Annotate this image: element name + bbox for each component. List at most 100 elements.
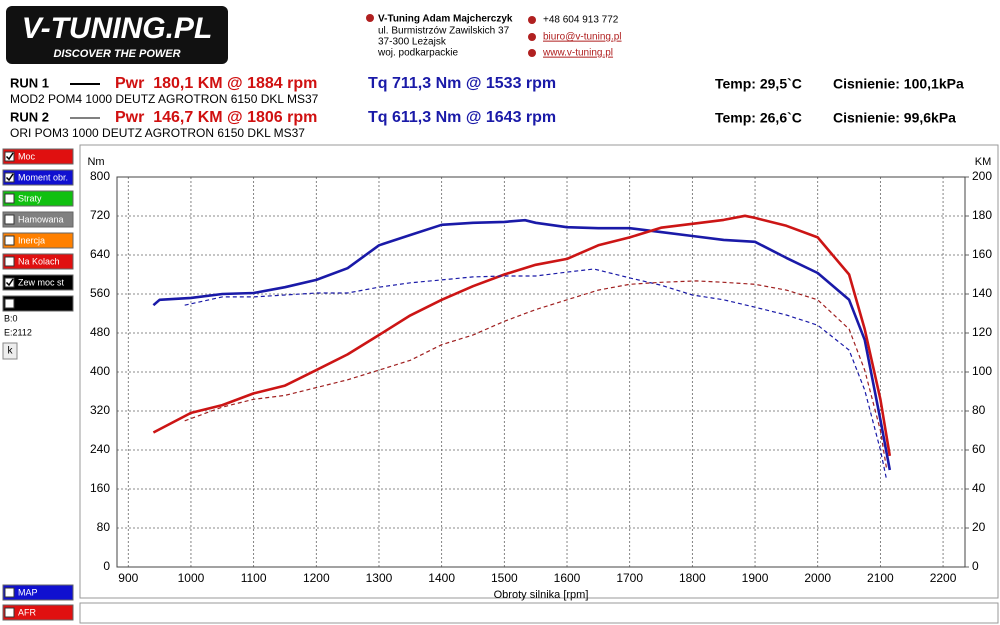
run-power: Pwr 146,7 KM @ 1806 rpm (115, 109, 317, 126)
y-tick-label: 560 (90, 286, 110, 300)
sidebar-item[interactable] (2, 232, 74, 249)
logo: V-TUNING.PL (22, 12, 213, 45)
sidebar-label: Inercja (18, 235, 45, 245)
checkbox[interactable] (4, 214, 15, 225)
sidebar-item[interactable] (2, 148, 74, 165)
run-pressure: Cisnienie: 99,6kPa (833, 110, 956, 126)
y-tick-label: 160 (90, 481, 110, 495)
checkbox[interactable] (4, 277, 15, 288)
y2-tick-label: 80 (972, 403, 986, 417)
sidebar-label: Na Kolach (18, 256, 60, 266)
sidebar-label: Zew moc st (18, 277, 65, 287)
checkbox[interactable] (4, 172, 15, 183)
y-tick-label: 800 (90, 169, 110, 183)
x-tick-label: 1100 (241, 571, 267, 585)
x-tick-label: 2200 (930, 571, 957, 585)
begin-label: B:0 (4, 313, 18, 323)
x-tick-label: 1500 (491, 571, 518, 585)
button-label[interactable]: k (8, 346, 14, 357)
run-power: Pwr 180,1 KM @ 1884 rpm (115, 75, 317, 92)
x-tick-label: 2000 (804, 571, 831, 585)
y2-tick-label: 40 (972, 481, 986, 495)
web-icon (528, 49, 536, 57)
x-tick-label: 2100 (867, 571, 894, 585)
end-label: E:2112 (4, 327, 32, 337)
company: V-Tuning Adam Majcherczyk (378, 14, 513, 25)
x-tick-label: 1200 (303, 571, 330, 585)
checkbox[interactable] (4, 193, 15, 204)
data-line (184, 280, 888, 470)
checkbox[interactable] (4, 587, 15, 598)
slogan: DISCOVER THE POWER (53, 48, 180, 60)
y2-tick-label: 20 (972, 520, 986, 534)
sidebar-label: Hamowana (18, 214, 64, 224)
y-tick-label: 240 (90, 442, 110, 456)
phone: +48 604 913 772 (543, 15, 619, 26)
x-tick-label: 1300 (366, 571, 393, 585)
y-axis-label: Nm (87, 156, 104, 168)
run-description: MOD2 POM4 1000 DEUTZ AGROTRON 6150 DKL M… (10, 92, 319, 106)
sidebar-label: MAP (18, 587, 38, 597)
run-torque: Tq 611,3 Nm @ 1643 rpm (368, 109, 556, 126)
y-tick-label: 80 (97, 520, 111, 534)
sidebar-label: Moment obr. (18, 172, 68, 182)
x-tick-label: 1700 (616, 571, 643, 585)
sidebar-item[interactable] (2, 604, 74, 621)
checkbox[interactable] (4, 151, 15, 162)
address: ul. Burmistrzów Zawilskich 37 (378, 26, 510, 37)
y2-tick-label: 140 (972, 286, 992, 300)
x-tick-label: 1600 (554, 571, 581, 585)
x-tick-label: 1900 (742, 571, 769, 585)
checkbox[interactable] (4, 235, 15, 246)
sidebar-item[interactable] (2, 211, 74, 228)
y2-tick-label: 0 (972, 559, 979, 573)
pin-icon (366, 14, 374, 22)
run-torque: Tq 711,3 Nm @ 1533 rpm (368, 75, 556, 92)
logo-box (6, 6, 228, 64)
checkbox[interactable] (4, 256, 15, 267)
sidebar-label: Moc (18, 151, 36, 161)
y-tick-label: 320 (90, 403, 110, 417)
data-line (152, 214, 892, 457)
x-axis-label: Obroty silnika [rpm] (494, 589, 589, 601)
sidebar-item[interactable] (2, 274, 74, 291)
sidebar-item[interactable] (2, 190, 74, 207)
x-tick-label: 900 (118, 571, 138, 585)
sidebar-item[interactable] (2, 253, 74, 270)
run-description: ORI POM3 1000 DEUTZ AGROTRON 6150 DKL MS… (10, 126, 305, 140)
y-tick-label: 720 (90, 208, 110, 222)
address: woj. podkarpackie (377, 48, 458, 59)
sidebar-item[interactable] (2, 584, 74, 601)
sidebar-item[interactable] (2, 169, 74, 186)
button[interactable] (2, 342, 18, 360)
y2-tick-label: 60 (972, 442, 986, 456)
y-tick-label: 480 (90, 325, 110, 339)
run-label: RUN 2 (10, 109, 49, 124)
address: 37-300 Leżajsk (378, 37, 447, 48)
y2-tick-label: 160 (972, 247, 992, 261)
run-temp: Temp: 29,5`C (715, 76, 802, 92)
run-pressure: Cisnienie: 100,1kPa (833, 76, 964, 92)
sidebar-label: Straty (18, 193, 42, 203)
run-label: RUN 1 (10, 75, 49, 90)
checkmark (5, 152, 14, 161)
checkbox[interactable] (4, 298, 15, 309)
y2-tick-label: 180 (972, 208, 992, 222)
x-tick-label: 1400 (428, 571, 455, 585)
plot-border (116, 176, 966, 568)
checkmark (5, 278, 14, 287)
x-tick-label: 1800 (679, 571, 706, 585)
email[interactable]: biuro@v-tuning.pl (543, 32, 622, 43)
mail-icon (528, 33, 536, 41)
y2-axis-label: KM (975, 156, 992, 168)
y2-tick-label: 120 (972, 325, 992, 339)
checkbox[interactable] (4, 607, 15, 618)
data-line (152, 218, 892, 471)
web[interactable]: www.v-tuning.pl (542, 48, 613, 59)
sidebar-item[interactable] (2, 295, 74, 312)
y-tick-label: 0 (103, 559, 110, 573)
bottom-panel (79, 602, 999, 624)
run-temp: Temp: 26,6`C (715, 110, 802, 126)
